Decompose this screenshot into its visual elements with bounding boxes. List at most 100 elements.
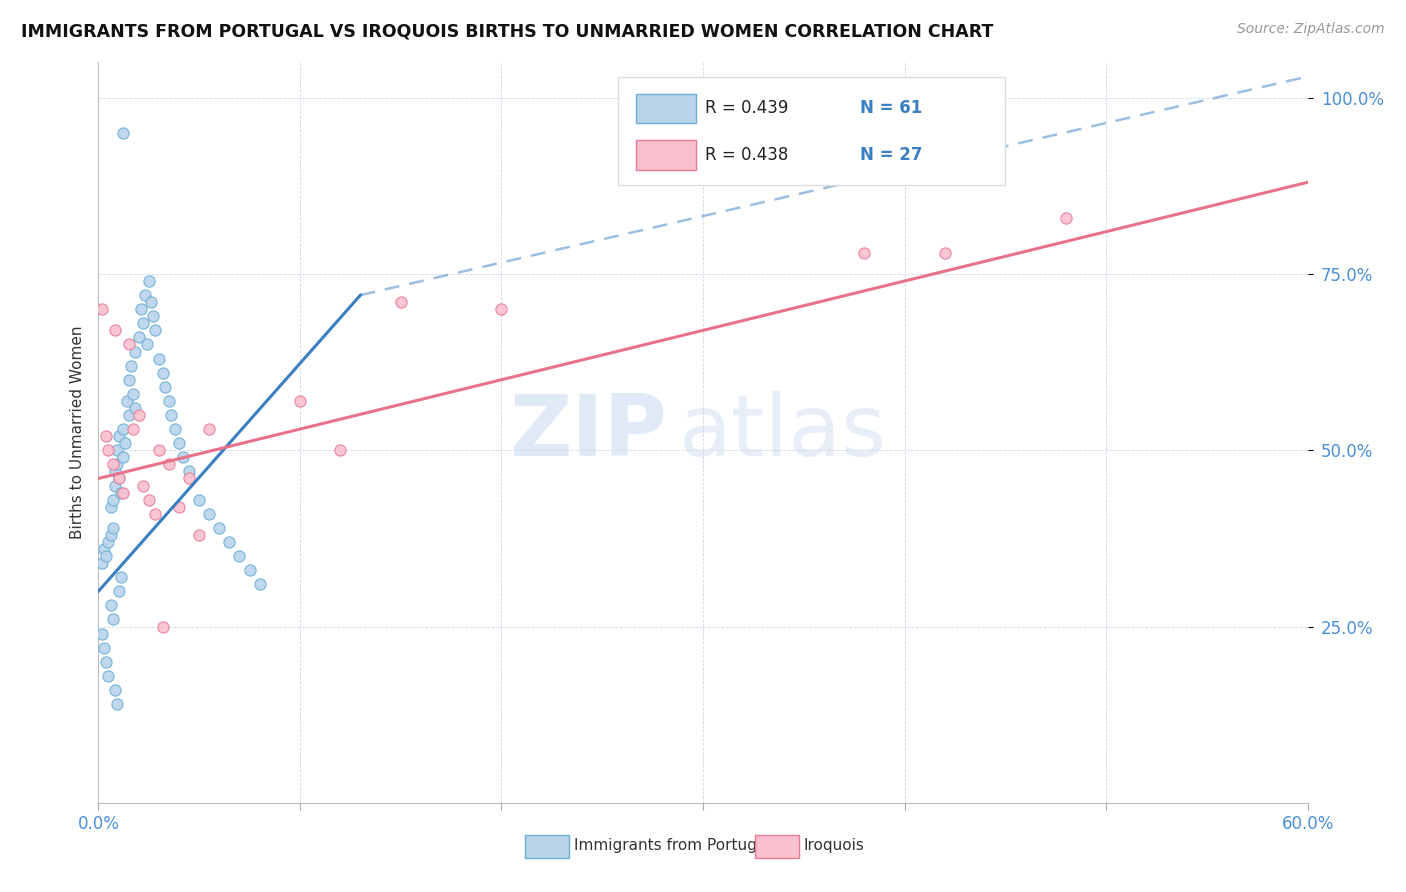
Point (121, 387, 143, 401)
Point (103, 683, 125, 698)
Point (100, 500, 122, 514)
FancyBboxPatch shape (755, 836, 799, 857)
Point (249, 577, 271, 591)
Point (142, 310, 165, 324)
Point (111, 126, 134, 140)
Point (107, 471, 129, 485)
Point (110, 570, 132, 584)
Text: ZIP: ZIP (509, 391, 666, 475)
Text: atlas: atlas (679, 391, 887, 475)
Point (138, 492, 160, 507)
Text: IMMIGRANTS FROM PORTUGAL VS IROQUOIS BIRTHS TO UNMARRIED WOMEN CORRELATION CHART: IMMIGRANTS FROM PORTUGAL VS IROQUOIS BIR… (21, 22, 994, 40)
Point (91, 556, 114, 570)
Point (105, 443, 128, 458)
Point (129, 302, 152, 317)
Point (160, 408, 183, 422)
Text: Source: ZipAtlas.com: Source: ZipAtlas.com (1237, 22, 1385, 37)
Point (128, 330, 150, 344)
Point (128, 408, 150, 422)
Point (172, 450, 194, 465)
Point (167, 500, 190, 514)
FancyBboxPatch shape (637, 140, 696, 169)
FancyBboxPatch shape (619, 78, 1005, 185)
Point (124, 344, 146, 359)
Point (107, 429, 129, 443)
Point (491, 302, 513, 317)
Point (934, 245, 956, 260)
Text: Iroquois: Iroquois (803, 838, 865, 854)
Point (853, 245, 876, 260)
Point (107, 471, 129, 485)
Point (157, 458, 180, 472)
Point (188, 528, 211, 542)
Point (1054, 211, 1077, 225)
Point (103, 323, 125, 337)
Text: R = 0.438: R = 0.438 (706, 146, 789, 164)
Point (153, 380, 176, 394)
Point (179, 471, 201, 485)
Point (96, 655, 118, 669)
Point (111, 450, 134, 465)
Point (91, 626, 114, 640)
Point (139, 295, 162, 310)
Point (101, 458, 124, 472)
Y-axis label: Births to Unmarried Women: Births to Unmarried Women (69, 326, 84, 540)
Point (228, 549, 250, 563)
Point (96, 429, 118, 443)
Text: N = 27: N = 27 (860, 146, 922, 164)
Point (97, 443, 120, 458)
Point (143, 323, 166, 337)
Point (132, 478, 155, 492)
Point (143, 507, 166, 521)
Point (163, 422, 186, 436)
Point (132, 316, 155, 330)
Point (135, 337, 157, 351)
Point (96, 549, 118, 563)
Point (101, 492, 124, 507)
Point (91, 302, 114, 317)
Point (110, 485, 132, 500)
Point (152, 619, 174, 633)
Point (152, 366, 174, 380)
Point (118, 373, 141, 387)
Point (329, 443, 352, 458)
Point (138, 274, 160, 288)
Point (114, 436, 136, 450)
Point (239, 563, 262, 577)
Point (103, 464, 125, 478)
Point (118, 337, 141, 351)
Point (93, 640, 115, 655)
Text: Immigrants from Portugal: Immigrants from Portugal (574, 838, 770, 854)
Point (105, 697, 128, 711)
Point (101, 612, 124, 626)
Point (218, 535, 240, 549)
Point (103, 478, 125, 492)
Text: R = 0.439: R = 0.439 (706, 99, 789, 118)
Point (111, 422, 134, 436)
Point (93, 541, 115, 556)
Point (134, 288, 156, 302)
Point (101, 521, 124, 535)
Point (167, 436, 190, 450)
Point (208, 521, 231, 535)
Point (179, 464, 201, 478)
Point (157, 393, 180, 408)
FancyBboxPatch shape (526, 836, 569, 857)
Point (97, 535, 120, 549)
Point (120, 359, 142, 373)
Point (100, 599, 122, 613)
Point (288, 393, 311, 408)
Point (148, 351, 170, 366)
Point (198, 422, 221, 436)
Point (121, 422, 143, 436)
Point (97, 669, 120, 683)
Text: N = 61: N = 61 (860, 99, 922, 118)
Point (111, 485, 134, 500)
Point (115, 393, 138, 408)
Point (100, 528, 122, 542)
Point (188, 492, 211, 507)
Point (148, 443, 170, 458)
Point (198, 507, 221, 521)
Point (389, 295, 412, 310)
Point (124, 401, 146, 415)
